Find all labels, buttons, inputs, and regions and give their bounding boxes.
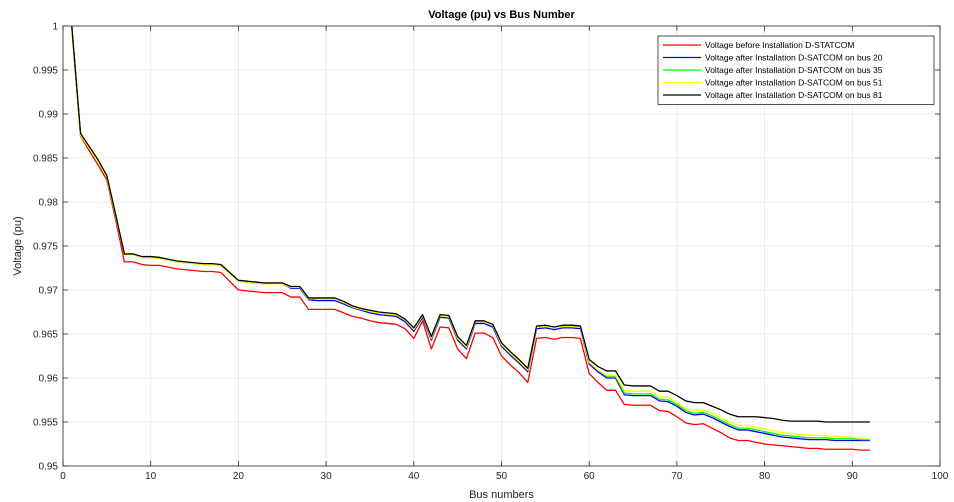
series-line-1 (71, 25, 870, 451)
y-tick-label: 0.98 (39, 198, 59, 209)
x-tick-label: 40 (408, 471, 420, 482)
legend-label-2: Voltage after Installation D-SATCOM on b… (705, 53, 883, 63)
series-layer (71, 25, 870, 451)
x-tick-label: 0 (60, 471, 66, 482)
legend-label-4: Voltage after Installation D-SATCOM on b… (705, 78, 883, 88)
legend-label-5: Voltage after Installation D-SATCOM on b… (705, 90, 883, 100)
x-tick-label: 20 (233, 471, 245, 482)
y-tick-label: 0.985 (33, 154, 58, 165)
y-tick-label: 0.965 (33, 330, 58, 341)
legend: Voltage before Installation D-STATCOM Vol… (657, 35, 935, 105)
x-tick-label: 10 (145, 471, 157, 482)
x-tick-label: 60 (584, 471, 596, 482)
y-tick-label: 0.975 (33, 242, 58, 253)
y-tick-label: 0.99 (39, 110, 59, 121)
y-tick-label: 0.96 (39, 374, 59, 385)
y-tick-label: 0.97 (39, 286, 59, 297)
y-tick-label: 0.95 (39, 462, 59, 473)
legend-box (657, 35, 935, 105)
y-tick-label: 0.955 (33, 418, 58, 429)
x-tick-label: 70 (671, 471, 683, 482)
x-tick-label: 90 (847, 471, 859, 482)
y-tick-label: 1 (52, 22, 58, 33)
x-tick-label: 30 (321, 471, 333, 482)
y-tick-label: 0.995 (33, 66, 58, 77)
x-axis-label: Bus numbers (469, 489, 534, 501)
legend-label-1: Voltage before Installation D-STATCOM (705, 40, 854, 50)
chart-title: Voltage (pu) vs Bus Number (428, 9, 575, 21)
x-tick-label: 80 (759, 471, 771, 482)
y-axis-label: Voltage (pu) (12, 216, 24, 275)
x-tick-label: 50 (496, 471, 508, 482)
axis-ticks: 0 10 20 30 40 50 60 70 80 90 100 0.95 0.955 0.96 0.965… (33, 22, 949, 483)
series-line-5 (71, 25, 870, 423)
x-tick-label: 100 (932, 471, 949, 482)
legend-label-3: Voltage after Installation D-SATCOM on b… (705, 65, 883, 75)
